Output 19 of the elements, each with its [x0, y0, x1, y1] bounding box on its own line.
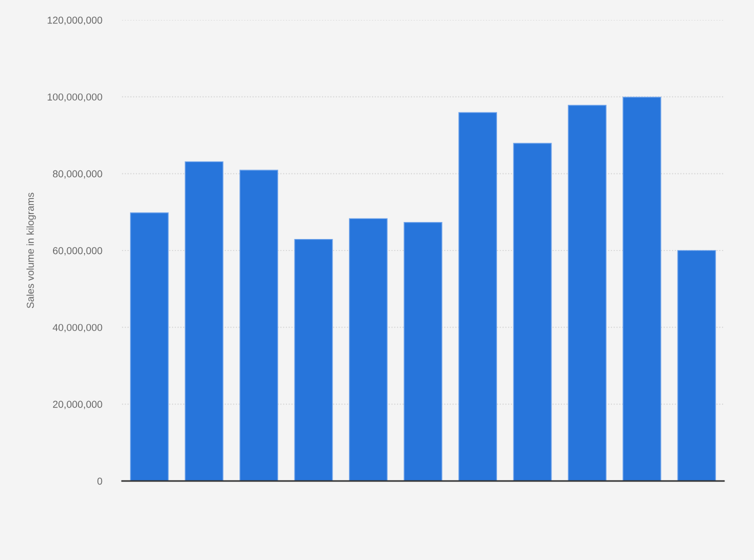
bar	[404, 222, 442, 481]
y-tick-label: 120,000,000	[48, 16, 102, 25]
bar	[513, 142, 552, 481]
y-tick-label: 20,000,000	[53, 400, 102, 410]
bar	[622, 96, 662, 481]
bar	[458, 112, 498, 481]
bar	[568, 104, 606, 481]
y-tick-label: 40,000,000	[52, 324, 102, 332]
bar	[130, 212, 169, 481]
y-tick-label: 60,000,000	[53, 247, 102, 256]
bar	[184, 161, 224, 481]
bar	[677, 250, 716, 481]
y-tick-label: 100,000,000	[48, 93, 102, 102]
y-axis-title: Sales volume in kilograms	[26, 192, 36, 308]
bar	[240, 170, 278, 481]
y-tick-label: 0	[97, 478, 102, 485]
y-tick-label: 80,000,000	[52, 170, 102, 179]
bar	[348, 218, 388, 481]
bar	[294, 238, 333, 481]
